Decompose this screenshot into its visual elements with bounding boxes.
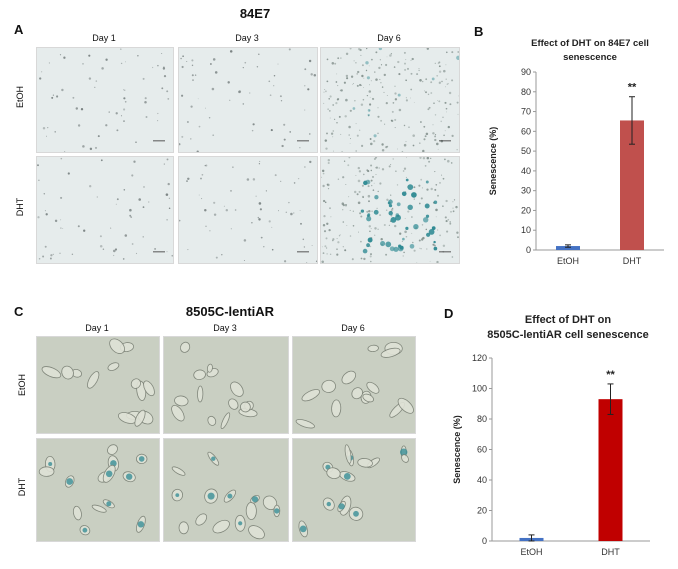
micrograph-a-etoh-day6 [320, 47, 460, 153]
panel-a-title: 84E7 [180, 6, 330, 21]
panel-a-letter: A [14, 22, 23, 37]
chart-b: Effect of DHT on 84E7 cell senescence Sene… [478, 34, 674, 274]
chart-ytick-label: 120 [472, 353, 487, 363]
chart-ytick-label: 60 [521, 126, 531, 136]
micrograph-c-dht-day1 [36, 438, 160, 542]
chart-ylabel: Senescence (%) [452, 415, 462, 484]
chart-ytick-label: 100 [472, 384, 487, 394]
chart-ytick-label: 40 [521, 166, 531, 176]
panel-a-day-1: Day 1 [36, 33, 172, 43]
micrograph-a-etoh-day3 [178, 47, 318, 153]
chart-ytick-label: 90 [521, 67, 531, 77]
micrograph-c-dht-day6 [292, 438, 416, 542]
chart-ylabel: Senescence (%) [488, 127, 498, 196]
chart-xtick-label: DHT [601, 547, 620, 557]
chart-significance: ** [628, 82, 637, 94]
micrograph-c-etoh-day3 [163, 336, 289, 434]
chart-title-line: Effect of DHT on 84E7 cell [531, 38, 649, 49]
chart-ytick-label: 80 [477, 414, 487, 424]
panel-c-row-dht: DHT [17, 467, 27, 507]
chart-ytick-label: 60 [477, 445, 487, 455]
micrograph-a-dht-day3 [178, 156, 318, 264]
chart-xtick-label: EtOH [520, 547, 542, 557]
panel-c-row-etoh: EtOH [17, 365, 27, 405]
chart-xtick-label: DHT [623, 256, 642, 266]
micrograph-a-etoh-day1 [36, 47, 174, 153]
chart-ytick-label: 50 [521, 146, 531, 156]
micrograph-c-etoh-day1 [36, 336, 160, 434]
chart-ytick-label: 20 [477, 506, 487, 516]
panel-a-row-dht: DHT [15, 187, 25, 227]
chart-ytick-label: 0 [482, 536, 487, 546]
chart-significance: ** [606, 369, 615, 381]
chart-bar [599, 399, 623, 541]
panel-c-day-3: Day 3 [163, 323, 287, 333]
micrograph-c-etoh-day6 [292, 336, 416, 434]
chart-ytick-label: 10 [521, 225, 531, 235]
panel-c-letter: C [14, 304, 23, 319]
panel-c-title: 8505C-lentiAR [150, 304, 310, 319]
chart-ytick-label: 20 [521, 205, 531, 215]
chart-xtick-label: EtOH [557, 256, 579, 266]
chart-d-svg: Effect of DHT on 8505C-lentiAR cell senes… [440, 306, 676, 564]
panel-a-row-etoh: EtOH [15, 77, 25, 117]
chart-ytick-label: 0 [526, 245, 531, 255]
panel-c-day-6: Day 6 [292, 323, 414, 333]
chart-ytick-label: 30 [521, 186, 531, 196]
panel-c-day-1: Day 1 [36, 323, 158, 333]
chart-ytick-label: 70 [521, 107, 531, 117]
panel-a-day-6: Day 6 [320, 33, 458, 43]
chart-b-svg: Effect of DHT on 84E7 cell senescence Sene… [478, 34, 674, 274]
chart-ytick-label: 40 [477, 475, 487, 485]
micrograph-c-dht-day3 [163, 438, 289, 542]
chart-ytick-label: 80 [521, 87, 531, 97]
chart-d: Effect of DHT on 8505C-lentiAR cell senes… [440, 306, 676, 564]
chart-title-line: Effect of DHT on [525, 314, 611, 326]
micrograph-a-dht-day6 [320, 156, 460, 264]
micrograph-a-dht-day1 [36, 156, 174, 264]
panel-a-day-3: Day 3 [178, 33, 316, 43]
chart-title-line: 8505C-lentiAR cell senescence [487, 329, 648, 341]
chart-title-line: senescence [563, 52, 617, 63]
